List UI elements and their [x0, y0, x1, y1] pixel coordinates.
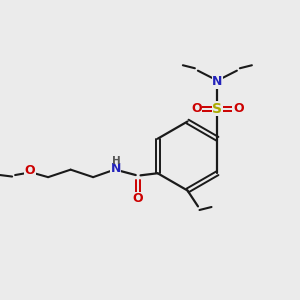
- Text: O: O: [191, 102, 202, 115]
- Text: S: S: [212, 102, 222, 116]
- Text: N: N: [110, 162, 121, 175]
- Text: O: O: [133, 192, 143, 205]
- Text: H: H: [112, 156, 121, 166]
- Text: N: N: [212, 75, 223, 88]
- Text: O: O: [25, 164, 35, 177]
- Text: O: O: [233, 102, 244, 115]
